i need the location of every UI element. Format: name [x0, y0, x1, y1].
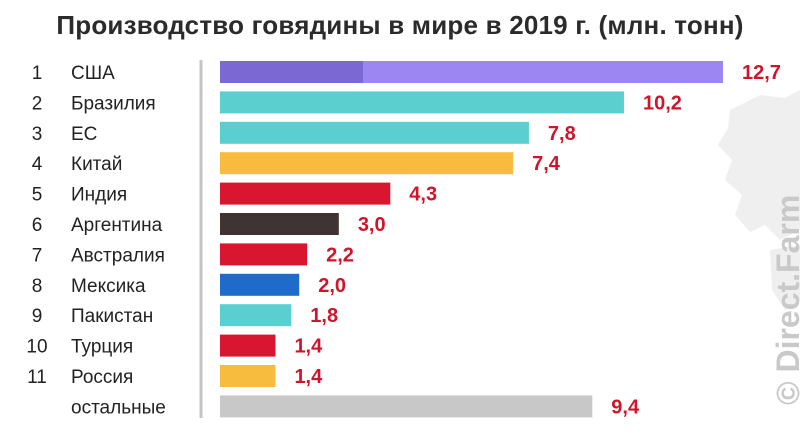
value-label: 7,8	[548, 123, 576, 145]
category-label: Аргентина	[71, 215, 163, 236]
rank-label: 2	[32, 93, 43, 114]
value-label: 12,7	[742, 62, 781, 84]
category-label: Бразилия	[71, 93, 156, 114]
value-label: 9,4	[611, 396, 640, 418]
category-label: Россия	[71, 367, 133, 388]
category-label: Пакистан	[71, 306, 153, 327]
rank-label: 5	[32, 185, 43, 206]
rank-label: 3	[32, 124, 43, 145]
category-label: Китай	[71, 154, 122, 175]
bar	[220, 304, 292, 327]
bar	[220, 243, 308, 266]
value-label: 3,0	[358, 214, 386, 236]
bar-highlight-segment	[220, 61, 363, 83]
rank-label: 11	[27, 367, 47, 388]
chart-title: Производство говядины в мире в 2019 г. (…	[56, 10, 744, 40]
value-label: 1,4	[294, 336, 323, 358]
value-label: 10,2	[643, 92, 682, 114]
category-label: остальные	[71, 397, 166, 418]
rank-label: 4	[32, 154, 43, 175]
map-landmass-shape	[718, 90, 800, 310]
bar	[220, 91, 624, 114]
value-label: 7,4	[532, 153, 561, 175]
rank-label: 1	[32, 63, 43, 84]
rank-label: 6	[32, 215, 43, 236]
category-label: Мексика	[71, 276, 146, 297]
bar	[220, 152, 514, 175]
watermark: © Direct.Farm	[770, 194, 800, 405]
value-label: 1,8	[310, 305, 338, 327]
bar	[220, 213, 339, 235]
rank-label: 9	[32, 306, 43, 327]
rank-label: 8	[32, 276, 43, 297]
rank-label: 7	[32, 245, 43, 266]
value-label: 2,0	[318, 275, 346, 297]
value-label: 2,2	[326, 244, 354, 266]
value-label: 4,3	[409, 184, 437, 206]
bar	[220, 365, 276, 387]
category-label: Австралия	[71, 245, 165, 266]
category-label: США	[71, 63, 115, 84]
category-label: Индия	[71, 185, 127, 206]
value-label: 1,4	[294, 366, 323, 388]
bar	[220, 273, 300, 296]
bar	[220, 395, 593, 418]
rank-label: 10	[26, 337, 47, 358]
category-label: Турция	[71, 337, 133, 358]
category-label: ЕС	[71, 124, 97, 145]
bar	[220, 334, 276, 357]
bar	[220, 182, 391, 205]
bar	[220, 121, 529, 144]
